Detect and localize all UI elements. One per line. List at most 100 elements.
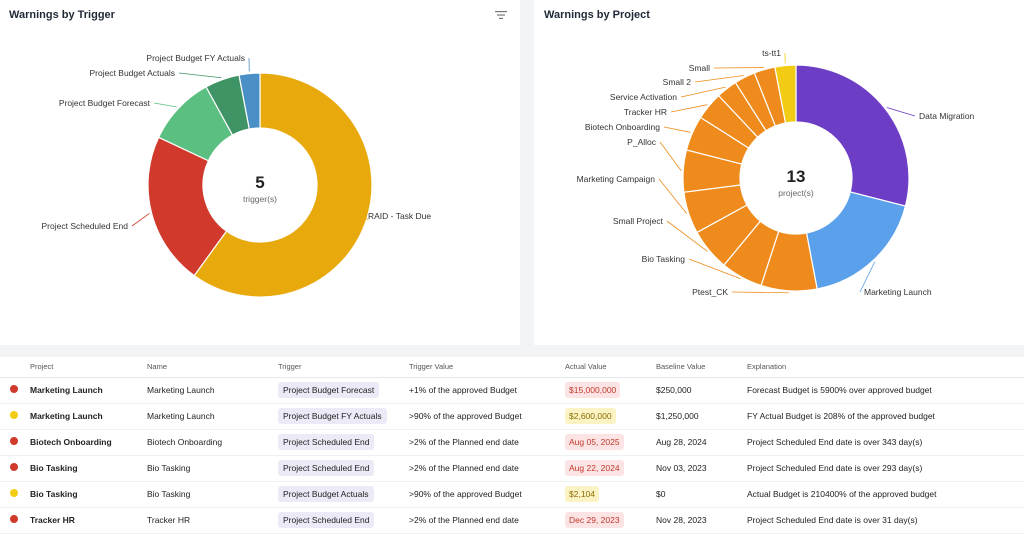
- leader-line-marketing-campaign: [658, 178, 687, 214]
- explanation-cell: Project Scheduled End date is over 31 da…: [743, 507, 1024, 534]
- name-cell: Marketing Launch: [143, 377, 274, 404]
- table-row[interactable]: Marketing Launch Marketing Launch Project …: [0, 403, 1024, 430]
- status-dot-icon: [10, 515, 18, 523]
- leader-line-ptest-ck: [731, 291, 789, 294]
- status-cell: [0, 455, 26, 482]
- header-baseline-value[interactable]: Baseline Value: [652, 357, 743, 378]
- header-actual-value[interactable]: Actual Value: [561, 357, 652, 378]
- slice-raid-task-due[interactable]: [193, 72, 373, 298]
- actual-value-badge: $2,104: [565, 486, 599, 502]
- project-panel-title: Warnings by Project: [544, 9, 650, 21]
- table-row[interactable]: Marketing Launch Marketing Launch Project …: [0, 377, 1024, 404]
- header-project[interactable]: Project: [26, 357, 143, 378]
- name-cell: Bio Tasking: [143, 455, 274, 482]
- actual-value-cell: $2,600,000: [561, 403, 652, 430]
- leader-line-data-migration: [886, 107, 916, 117]
- project-cell[interactable]: Marketing Launch: [26, 377, 143, 404]
- slice-label-data-migration: Data Migration: [919, 111, 975, 121]
- status-dot-icon: [10, 489, 18, 497]
- project-center-value: 13: [787, 167, 806, 186]
- explanation-cell: Forecast Budget is 5900% over approved b…: [743, 377, 1024, 404]
- actual-value-cell: Aug 22, 2024: [561, 455, 652, 482]
- project-cell[interactable]: Tracker HR: [26, 507, 143, 534]
- actual-value-badge: Dec 29, 2023: [565, 512, 624, 528]
- baseline-value-cell: $250,000: [652, 377, 743, 404]
- baseline-value-cell: Nov 28, 2023: [652, 507, 743, 534]
- header-explanation[interactable]: Explanation: [743, 357, 1024, 378]
- trigger-donut-chart: RAID - Task Due Project Scheduled End Proj…: [42, 53, 431, 298]
- trigger-cell: Project Scheduled End: [274, 507, 405, 534]
- leader-line-raid-task-due: [363, 215, 369, 221]
- slice-label-bio-tasking: Bio Tasking: [642, 254, 686, 264]
- slice-label-marketing-campaign: Marketing Campaign: [577, 174, 656, 184]
- slice-ts-tt1[interactable]: [774, 64, 797, 124]
- trigger-panel-title: Warnings by Trigger: [9, 9, 115, 21]
- leader-line-project-budget-actuals: [178, 72, 222, 79]
- explanation-cell: Actual Budget is 210400% of the approved…: [743, 481, 1024, 508]
- table-row[interactable]: Tracker HR Tracker HR Project Scheduled En…: [0, 507, 1024, 534]
- project-cell[interactable]: Bio Tasking: [26, 481, 143, 508]
- trigger-center-label: trigger(s): [243, 194, 277, 204]
- actual-value-badge: Aug 05, 2025: [565, 434, 624, 450]
- leader-line-service-activation: [680, 86, 726, 98]
- name-cell: Tracker HR: [143, 507, 274, 534]
- filter-icon[interactable]: [494, 9, 508, 21]
- slice-data-migration[interactable]: [795, 64, 910, 207]
- project-cell[interactable]: Bio Tasking: [26, 455, 143, 482]
- trigger-chip: Project Scheduled End: [278, 512, 375, 528]
- slice-label-tracker-hr: Tracker HR: [624, 107, 667, 117]
- slice-label-service-activation: Service Activation: [610, 92, 677, 102]
- trigger-cell: Project Budget FY Actuals: [274, 403, 405, 430]
- project-cell[interactable]: Marketing Launch: [26, 403, 143, 430]
- actual-value-cell: $2,104: [561, 481, 652, 508]
- trigger-value-cell: >2% of the Planned end date: [405, 455, 561, 482]
- trigger-cell: Project Scheduled End: [274, 455, 405, 482]
- status-dot-icon: [10, 437, 18, 445]
- status-cell: [0, 429, 26, 456]
- header-name[interactable]: Name: [143, 357, 274, 378]
- status-cell: [0, 481, 26, 508]
- explanation-cell: FY Actual Budget is 208% of the approved…: [743, 403, 1024, 430]
- status-cell: [0, 403, 26, 430]
- status-dot-icon: [10, 463, 18, 471]
- slice-label-ts-tt1: ts-tt1: [762, 48, 781, 58]
- leader-line-marketing-launch: [859, 261, 876, 293]
- actual-value-cell: $15,000,000: [561, 377, 652, 404]
- trigger-chip: Project Budget Forecast: [278, 382, 380, 398]
- slice-project-budget-fy-actuals[interactable]: [238, 72, 261, 130]
- warnings-by-trigger-panel: Warnings by Trigger RAID - Task Due Proje…: [0, 0, 520, 345]
- slice-label-marketing-launch: Marketing Launch: [864, 287, 932, 297]
- slice-label-small: Small: [689, 63, 710, 73]
- actual-value-badge: $15,000,000: [565, 382, 621, 398]
- slice-marketing-launch[interactable]: [805, 191, 907, 290]
- header-trigger[interactable]: Trigger: [274, 357, 405, 378]
- trigger-value-cell: +1% of the approved Budget: [405, 377, 561, 404]
- status-cell: [0, 377, 26, 404]
- trigger-cell: Project Scheduled End: [274, 429, 405, 456]
- leader-line-p-alloc: [659, 141, 682, 172]
- header-trigger-value[interactable]: Trigger Value: [405, 357, 561, 378]
- slice-label-small-project: Small Project: [613, 216, 664, 226]
- slice-label-p-alloc: P_Alloc: [627, 137, 657, 147]
- leader-line-tracker-hr: [670, 104, 708, 113]
- status-cell: [0, 507, 26, 534]
- leader-line-project-scheduled-end: [131, 213, 150, 227]
- trigger-value-cell: >90% of the approved Budget: [405, 403, 561, 430]
- table-row[interactable]: Bio Tasking Bio Tasking Project Scheduled …: [0, 455, 1024, 482]
- baseline-value-cell: Nov 03, 2023: [652, 455, 743, 482]
- project-cell[interactable]: Biotech Onboarding: [26, 429, 143, 456]
- table-header-row: Project Name Trigger Trigger Value Actua…: [0, 357, 1024, 378]
- actual-value-badge: $2,600,000: [565, 408, 616, 424]
- leader-line-small-2: [694, 75, 744, 83]
- trigger-chip: Project Budget Actuals: [278, 486, 374, 502]
- table-row[interactable]: Biotech Onboarding Biotech Onboarding Proj…: [0, 429, 1024, 456]
- slice-label-ptest-ck: Ptest_CK: [692, 287, 728, 297]
- trigger-center-value: 5: [255, 173, 264, 192]
- slice-project-scheduled-end[interactable]: [147, 136, 228, 277]
- slice-label-raid-task-due: RAID - Task Due: [368, 211, 431, 221]
- warnings-table-panel: Project Name Trigger Trigger Value Actua…: [0, 357, 1024, 535]
- slice-label-project-scheduled-end: Project Scheduled End: [42, 221, 129, 231]
- leader-line-bio-tasking: [688, 258, 741, 280]
- table-row[interactable]: Bio Tasking Bio Tasking Project Budget Act…: [0, 481, 1024, 508]
- status-dot-icon: [10, 385, 18, 393]
